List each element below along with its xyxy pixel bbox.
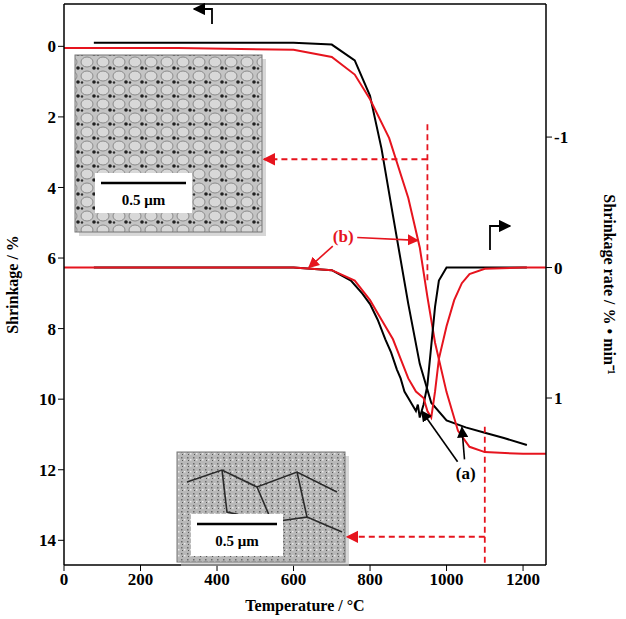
svg-text:1000: 1000 [430,570,464,589]
svg-text:6: 6 [48,249,57,268]
svg-text:1200: 1200 [506,570,540,589]
svg-text:800: 800 [357,570,383,589]
svg-text:Temperature / °C: Temperature / °C [245,597,364,615]
svg-text:-1: -1 [554,128,568,147]
svg-text:(b): (b) [333,227,354,246]
svg-text:0: 0 [48,37,57,56]
svg-text:Shrinkage / %: Shrinkage / % [4,235,22,334]
svg-text:200: 200 [128,570,154,589]
svg-text:4: 4 [48,179,57,198]
svg-text:0: 0 [60,570,69,589]
svg-text:600: 600 [281,570,307,589]
svg-text:12: 12 [39,461,56,480]
svg-text:Shrinkage rate / % • min⁻¹: Shrinkage rate / % • min⁻¹ [600,194,618,374]
svg-text:14: 14 [39,531,57,550]
svg-text:400: 400 [204,570,230,589]
svg-text:0.5 μm: 0.5 μm [215,533,259,549]
svg-text:1: 1 [554,389,563,408]
svg-text:(a): (a) [456,464,476,483]
svg-text:0: 0 [554,259,563,278]
svg-text:0.5 μm: 0.5 μm [122,192,166,208]
svg-text:10: 10 [39,390,56,409]
svg-text:2: 2 [48,108,57,127]
svg-text:8: 8 [48,320,57,339]
